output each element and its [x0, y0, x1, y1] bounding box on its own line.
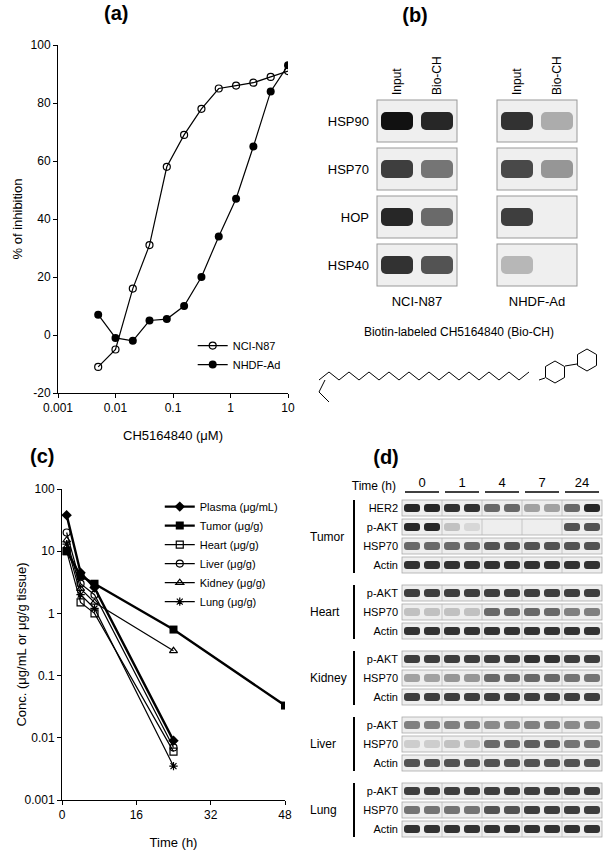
svg-text:Bio-CH: Bio-CH	[430, 56, 444, 95]
svg-text:CH5164840 (μM): CH5164840 (μM)	[123, 428, 223, 443]
svg-text:-20: -20	[33, 386, 51, 400]
svg-text:Time (h): Time (h)	[150, 835, 198, 850]
svg-text:Kidney (μg/g): Kidney (μg/g)	[200, 577, 266, 589]
svg-text:NHDF-Ad: NHDF-Ad	[233, 359, 281, 371]
svg-text:0.001: 0.001	[43, 401, 73, 415]
svg-text:Actin: Actin	[374, 625, 398, 637]
svg-text:0.01: 0.01	[31, 731, 55, 745]
svg-text:Lung: Lung	[310, 803, 337, 817]
svg-text:NCI-N87: NCI-N87	[233, 340, 276, 352]
svg-text:Liver (μg/g): Liver (μg/g)	[200, 558, 256, 570]
svg-text:0.1: 0.1	[38, 669, 55, 683]
svg-text:p-AKT: p-AKT	[367, 719, 398, 731]
svg-text:HSP90: HSP90	[328, 114, 369, 129]
svg-text:Bio-CH: Bio-CH	[550, 56, 564, 95]
svg-text:16: 16	[130, 808, 144, 822]
svg-text:p-AKT: p-AKT	[367, 521, 398, 533]
svg-text:0.01: 0.01	[104, 401, 128, 415]
svg-text:HSP70: HSP70	[363, 540, 398, 552]
svg-text:0: 0	[44, 328, 51, 342]
svg-text:NHDF-Ad: NHDF-Ad	[509, 294, 565, 309]
svg-text:0: 0	[418, 475, 425, 490]
svg-text:p-AKT: p-AKT	[367, 785, 398, 797]
svg-text:0.001: 0.001	[25, 793, 55, 807]
svg-text:Conc. (μg/mL or μg/g tissue): Conc. (μg/mL or μg/g tissue)	[14, 562, 29, 726]
svg-text:Liver: Liver	[310, 737, 336, 751]
svg-text:Actin: Actin	[374, 757, 398, 769]
svg-text:HOP: HOP	[341, 210, 369, 225]
svg-text:1: 1	[48, 607, 55, 621]
svg-text:100: 100	[35, 482, 55, 496]
svg-text:HSP70: HSP70	[363, 804, 398, 816]
svg-text:NCI-N87: NCI-N87	[392, 294, 443, 309]
svg-text:10: 10	[281, 401, 295, 415]
svg-text:1: 1	[458, 475, 465, 490]
svg-text:Biotin-labeled CH5164840 (Bio-: Biotin-labeled CH5164840 (Bio-CH)	[364, 325, 554, 339]
svg-text:Heart: Heart	[310, 605, 340, 619]
html-text:(a): (a)	[104, 2, 129, 24]
svg-text:4: 4	[498, 475, 505, 490]
svg-text:HSP40: HSP40	[328, 258, 369, 273]
svg-text:Actin: Actin	[374, 559, 398, 571]
svg-text:10: 10	[41, 544, 55, 558]
svg-text:Heart (μg/g): Heart (μg/g)	[200, 539, 259, 551]
svg-text:40: 40	[37, 212, 51, 226]
svg-text:(b): (b)	[402, 4, 428, 26]
svg-text:Actin: Actin	[374, 823, 398, 835]
svg-text:% of inhibition: % of inhibition	[10, 179, 25, 260]
svg-text:HSP70: HSP70	[363, 738, 398, 750]
svg-text:0.1: 0.1	[165, 401, 182, 415]
svg-text:Kidney: Kidney	[310, 671, 347, 685]
svg-text:1: 1	[227, 401, 234, 415]
svg-text:48: 48	[278, 808, 292, 822]
svg-text:HSP70: HSP70	[363, 606, 398, 618]
svg-text:p-AKT: p-AKT	[367, 653, 398, 665]
svg-text:HSP70: HSP70	[363, 672, 398, 684]
svg-text:20: 20	[37, 270, 51, 284]
html-text:(c): (c)	[30, 445, 55, 467]
svg-text:Actin: Actin	[374, 691, 398, 703]
svg-text:Plasma (μg/mL): Plasma (μg/mL)	[200, 501, 278, 513]
svg-text:60: 60	[37, 154, 51, 168]
svg-text:Tumor: Tumor	[310, 530, 344, 544]
svg-text:Input: Input	[510, 68, 524, 95]
svg-text:HSP70: HSP70	[328, 162, 369, 177]
svg-text:(d): (d)	[373, 446, 399, 468]
svg-text:0: 0	[59, 808, 66, 822]
svg-text:32: 32	[204, 808, 218, 822]
svg-text:p-AKT: p-AKT	[367, 587, 398, 599]
svg-text:80: 80	[37, 96, 51, 110]
svg-text:Tumor (μg/g): Tumor (μg/g)	[200, 520, 263, 532]
svg-text:7: 7	[538, 475, 545, 490]
svg-text:Time (h): Time (h)	[352, 479, 396, 493]
svg-text:Lung (μg/g): Lung (μg/g)	[200, 596, 256, 608]
svg-text:100: 100	[31, 38, 51, 52]
svg-text:Input: Input	[390, 68, 404, 95]
svg-text:HER2: HER2	[369, 502, 398, 514]
svg-text:24: 24	[575, 475, 589, 490]
